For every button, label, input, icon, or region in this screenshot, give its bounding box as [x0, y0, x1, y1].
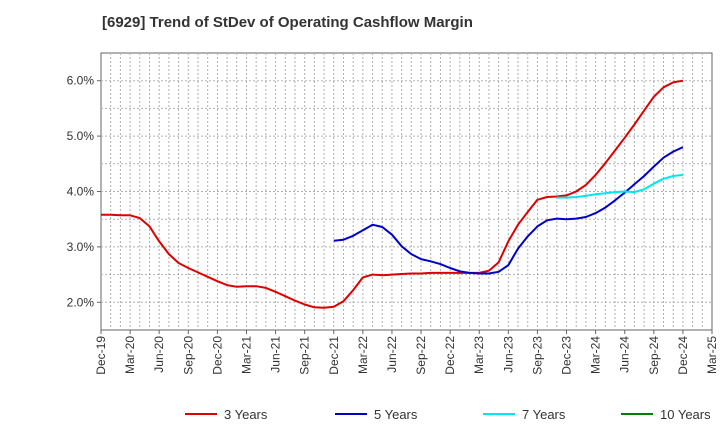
- x-tick-label: Sep-24: [647, 336, 661, 375]
- y-tick-label: 6.0%: [67, 74, 95, 88]
- y-tick-label: 4.0%: [67, 185, 95, 199]
- x-tick-label: Mar-24: [589, 336, 603, 374]
- x-tick-label: Dec-21: [327, 336, 341, 375]
- x-tick-label: Dec-24: [676, 336, 690, 375]
- series-line-5-years: [333, 146, 684, 275]
- x-tick-label: Mar-25: [705, 336, 719, 374]
- grid-layer: [101, 53, 712, 330]
- legend-label-5-years: 5 Years: [374, 407, 418, 422]
- x-tick-label: Sep-20: [181, 336, 195, 375]
- chart-title: [6929] Trend of StDev of Operating Cashf…: [102, 14, 473, 31]
- series-layer: [101, 79, 684, 309]
- series-line-3-years: [101, 79, 684, 309]
- legend-label-7-years: 7 Years: [522, 407, 566, 422]
- legend-label-3-years: 3 Years: [224, 407, 268, 422]
- x-tick-label: Jun-22: [385, 336, 399, 373]
- x-tick-label: Jun-20: [152, 336, 166, 373]
- y-tick-label: 2.0%: [67, 295, 95, 309]
- x-tick-label: Dec-22: [443, 336, 457, 375]
- x-tick-label: Sep-23: [530, 336, 544, 375]
- x-tick-label: Mar-21: [239, 336, 253, 374]
- x-tick-label: Jun-24: [618, 336, 632, 373]
- x-tick-label: Jun-21: [269, 336, 283, 373]
- y-tick-label: 5.0%: [67, 129, 95, 143]
- x-tick-label: Sep-21: [298, 336, 312, 375]
- y-axis: 2.0% 3.0% 4.0% 5.0% 6.0%: [67, 74, 101, 309]
- x-tick-label: Mar-22: [356, 336, 370, 374]
- x-axis: Dec-19 Mar-20 Jun-20 Sep-20 Dec-20 Mar-21 Jun-…: [94, 330, 719, 375]
- x-tick-label: Dec-19: [94, 336, 108, 375]
- series-line-7-years: [556, 173, 684, 199]
- legend-label-10-years: 10 Years: [660, 407, 711, 422]
- x-tick-label: Sep-22: [414, 336, 428, 375]
- y-tick-label: 3.0%: [67, 240, 95, 254]
- x-tick-label: Mar-20: [123, 336, 137, 374]
- legend: 3 Years 5 Years 7 Years 10 Years: [185, 407, 711, 422]
- x-tick-label: Dec-20: [210, 336, 224, 375]
- x-tick-label: Mar-23: [472, 336, 486, 374]
- x-tick-label: Dec-23: [560, 336, 574, 375]
- x-tick-label: Jun-23: [501, 336, 515, 373]
